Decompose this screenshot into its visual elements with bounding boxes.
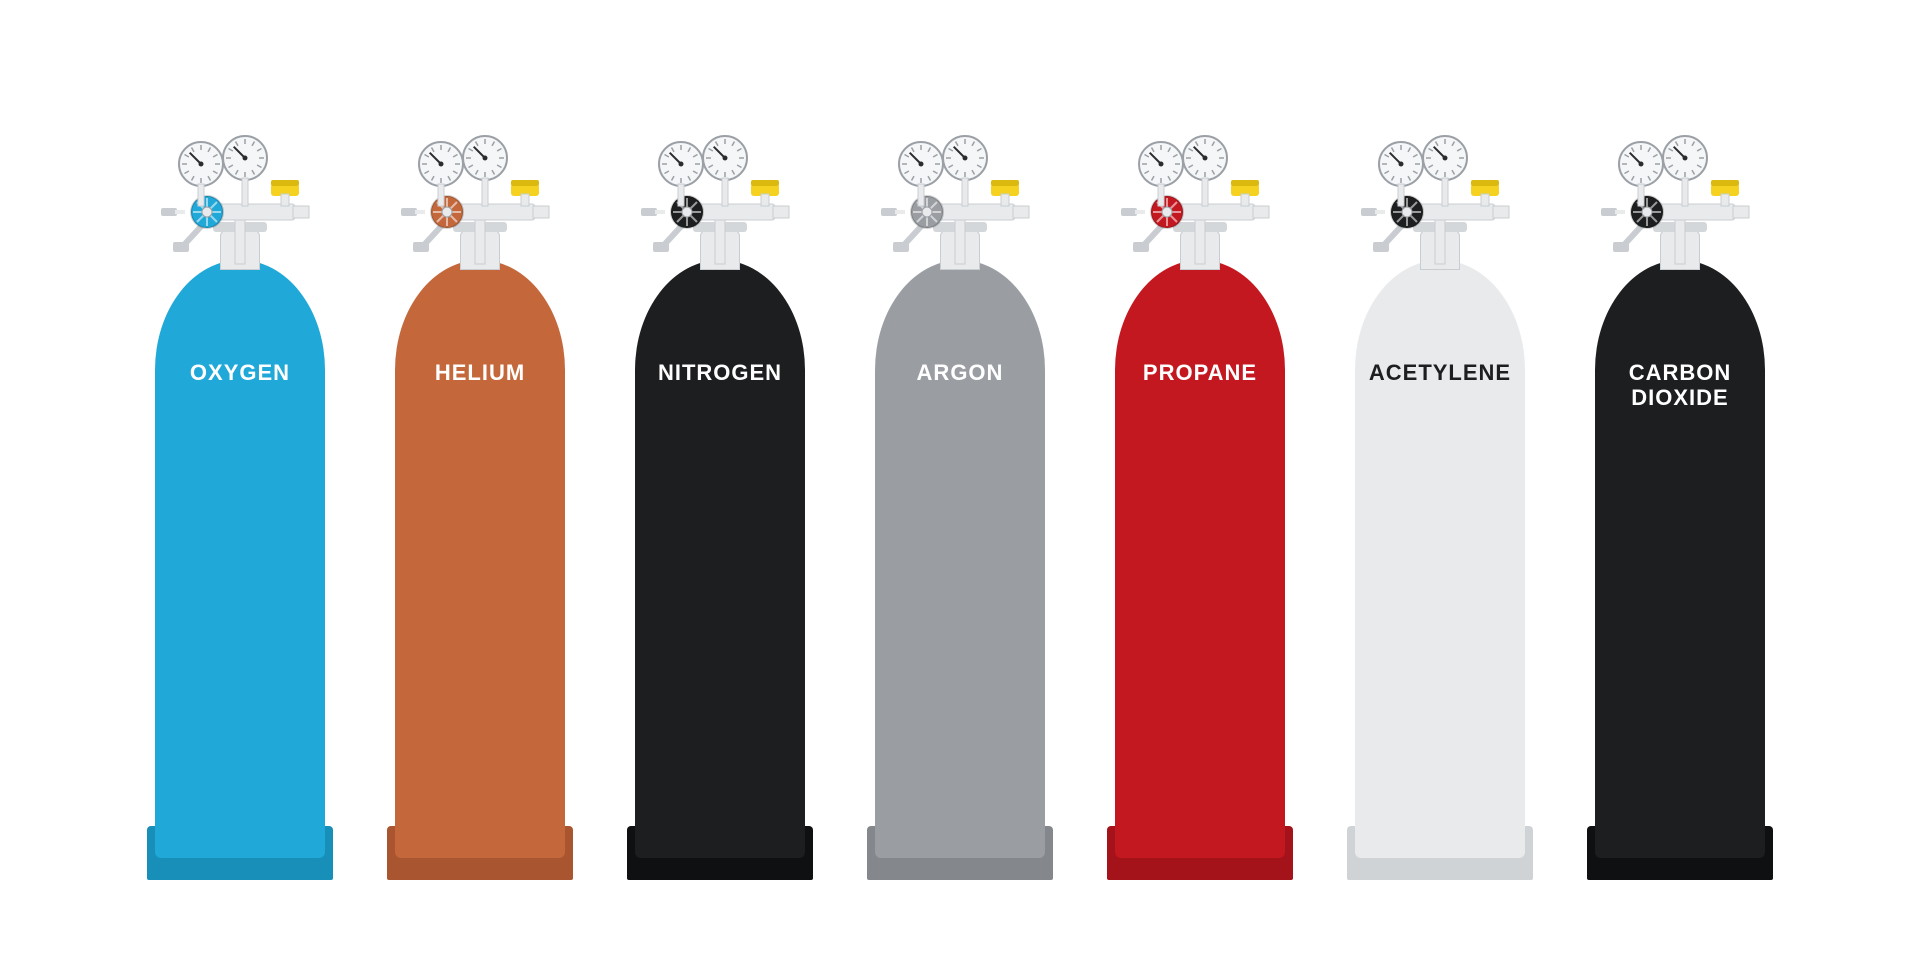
regulator-assembly-icon: [1345, 130, 1535, 250]
gas-cylinder: PROPANE: [1115, 90, 1285, 880]
regulator-assembly-icon: [145, 130, 335, 250]
regulator-assembly-icon: [625, 130, 815, 250]
gas-cylinder: ACETYLENE: [1355, 90, 1525, 880]
gas-cylinders-infographic: OXYGEN HELIUM: [0, 0, 1920, 960]
regulator-assembly-icon: [385, 130, 575, 250]
cylinder-label: OXYGEN: [155, 360, 325, 385]
cylinder-body: [395, 260, 565, 858]
gas-cylinder: CARBON DIOXIDE: [1595, 90, 1765, 880]
gas-cylinder: ARGON: [875, 90, 1045, 880]
regulator-assembly-icon: [865, 130, 1055, 250]
cylinder-label: ARGON: [875, 360, 1045, 385]
cylinder-label: NITROGEN: [635, 360, 805, 385]
regulator-assembly-icon: [1585, 130, 1775, 250]
cylinder-body: [1595, 260, 1765, 858]
regulator-assembly-icon: [1105, 130, 1295, 250]
gas-cylinder: NITROGEN: [635, 90, 805, 880]
cylinder-body: [155, 260, 325, 858]
cylinder-label: CARBON DIOXIDE: [1595, 360, 1765, 411]
cylinder-body: [1115, 260, 1285, 858]
gas-cylinder: HELIUM: [395, 90, 565, 880]
cylinder-body: [875, 260, 1045, 858]
cylinder-body: [635, 260, 805, 858]
gas-cylinder: OXYGEN: [155, 90, 325, 880]
cylinder-body: [1355, 260, 1525, 858]
cylinder-label: ACETYLENE: [1355, 360, 1525, 385]
cylinder-label: PROPANE: [1115, 360, 1285, 385]
cylinder-label: HELIUM: [395, 360, 565, 385]
